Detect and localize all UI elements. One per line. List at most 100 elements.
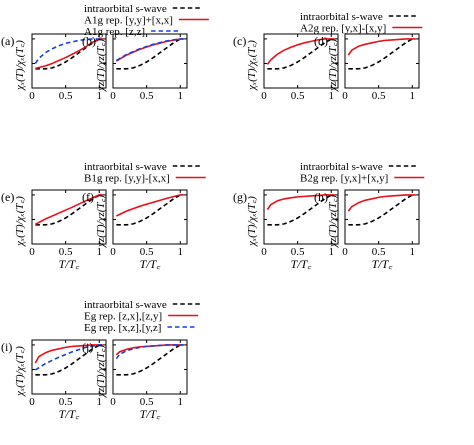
series-line-e-1 <box>34 194 103 226</box>
x-tick-label: 0 <box>110 90 116 102</box>
x-tick-label: 0.5 <box>59 246 73 258</box>
y-axis-label: χz(T)/χz(T꜀) <box>95 39 107 92</box>
x-tick-label: 0 <box>110 246 116 258</box>
x-tick-label: 0 <box>261 246 267 258</box>
x-tick-label: 0.5 <box>291 90 305 102</box>
x-axis-label: T/T꜀ <box>291 257 313 271</box>
legend-label: intraorbital s-wave <box>300 11 383 23</box>
y-axis-label: χz(T)/χz(T꜀) <box>327 195 339 248</box>
series-line-g-1 <box>266 194 335 211</box>
y-axis-label: χₓ(T)/χₓ(T꜀) <box>14 40 26 91</box>
legend-label: intraorbital s-wave <box>84 299 167 311</box>
panel-f: 0 0.5 1 (f) χz(T)/χz(T꜀) T/T꜀ <box>82 189 188 271</box>
series-line-i-1 <box>34 344 103 364</box>
panel-letter: (f) <box>82 190 94 204</box>
y-axis-label: χₓ(T)/χₓ(T꜀) <box>246 196 258 247</box>
panel-a: 0 0.5 1 (a) χₓ(T)/χₓ(T꜀) <box>1 33 107 102</box>
x-tick-label: 0.5 <box>59 90 73 102</box>
plot-frame <box>112 339 188 395</box>
x-tick-label: 1 <box>178 246 184 258</box>
series-line-d-0 <box>348 38 416 70</box>
plot-frame <box>344 33 420 89</box>
legend-label: intraorbital s-wave <box>84 3 167 15</box>
x-tick-label: 1 <box>329 246 335 258</box>
x-tick-label: 0.5 <box>59 396 73 408</box>
x-tick-label: 0.5 <box>372 246 386 258</box>
panel-letter: (g) <box>233 190 247 204</box>
x-tick-label: 0.5 <box>291 246 305 258</box>
y-axis-label: χz(T)/χz(T꜀) <box>327 39 339 92</box>
panel-letter: (i) <box>1 340 12 354</box>
legend-label: B2g rep. [y,x]+[x,y] <box>300 173 388 185</box>
x-axis-label: T/T꜀ <box>59 257 81 271</box>
x-axis-label: T/T꜀ <box>140 257 162 271</box>
x-tick-label: 0 <box>29 90 35 102</box>
series-line-b-0 <box>116 38 184 70</box>
x-tick-label: 0 <box>342 90 348 102</box>
series-line-b-2 <box>115 38 184 62</box>
series-line-d-1 <box>347 38 416 56</box>
x-axis-label: T/T꜀ <box>59 407 81 421</box>
plot-frame <box>263 189 339 245</box>
legend-label: A1g rep. [z,z] <box>84 26 145 38</box>
series-line-h-0 <box>348 194 416 226</box>
x-tick-label: 0 <box>29 396 35 408</box>
series-line-i-0 <box>35 344 103 376</box>
series-line-h-1 <box>347 194 416 212</box>
x-tick-label: 0.5 <box>140 246 154 258</box>
series-line-e-0 <box>35 194 103 226</box>
series-line-j-0 <box>116 344 184 376</box>
plot-frame <box>112 33 188 89</box>
series-line-i-2 <box>34 344 103 371</box>
x-tick-label: 1 <box>410 246 416 258</box>
x-tick-label: 1 <box>178 396 184 408</box>
panel-c: 0 0.5 1 (c) χₓ(T)/χₓ(T꜀) <box>233 33 339 102</box>
plot-frame <box>31 33 107 89</box>
legend-label: A2g rep. [y,x]-[x,y] <box>300 23 386 35</box>
panel-letter: (j) <box>82 340 93 354</box>
plot-frame <box>31 189 107 245</box>
x-tick-label: 1 <box>97 90 103 102</box>
panel-letter: (e) <box>1 190 14 204</box>
panel-g: 0 0.5 1 (g) χₓ(T)/χₓ(T꜀) T/T꜀ <box>233 189 339 271</box>
x-tick-label: 0 <box>29 246 35 258</box>
x-tick-label: 1 <box>97 396 103 408</box>
legend-label: intraorbital s-wave <box>300 161 383 173</box>
x-tick-label: 1 <box>410 90 416 102</box>
y-axis-label: χz(T)/χz(T꜀) <box>95 345 107 398</box>
x-tick-label: 0 <box>110 396 116 408</box>
panel-e: 0 0.5 1 (e) χₓ(T)/χₓ(T꜀) T/T꜀ <box>1 189 107 271</box>
plot-frame <box>112 189 188 245</box>
series-line-a-2 <box>34 38 103 64</box>
panel-letter: (h) <box>314 190 328 204</box>
series-line-f-0 <box>116 194 184 226</box>
series-line-c-1 <box>266 38 335 65</box>
series-line-a-1 <box>35 38 103 70</box>
legend-label: A1g rep. [y,y]+[x,x] <box>84 15 173 27</box>
panel-b: 0 0.5 1 (b) χz(T)/χz(T꜀) <box>82 33 188 102</box>
legend-label: Eg rep. [z,x],[z,y] <box>84 311 162 323</box>
legend-label: intraorbital s-wave <box>84 161 167 173</box>
y-axis-label: χₓ(T)/χₓ(T꜀) <box>14 346 26 397</box>
series-line-f-1 <box>116 194 184 217</box>
x-axis-label: T/T꜀ <box>372 257 394 271</box>
y-axis-label: χz(T)/χz(T꜀) <box>95 195 107 248</box>
x-tick-label: 0.5 <box>140 396 154 408</box>
y-axis-label: χₓ(T)/χₓ(T꜀) <box>246 40 258 91</box>
panel-j: 0 0.5 1 (j) χz(T)/χz(T꜀) T/T꜀ <box>82 339 188 421</box>
panels-layer: 0 0.5 1(a) χₓ(T)/χₓ(T꜀)0 0.5 1(b) χz(T)/χz(T꜀)… <box>1 33 420 421</box>
y-axis-label: χₓ(T)/χₓ(T꜀) <box>14 196 26 247</box>
panel-letter: (d) <box>314 34 328 48</box>
legend-label: Eg rep. [x,z],[y,z] <box>84 322 161 334</box>
x-tick-label: 1 <box>329 90 335 102</box>
x-axis-label: T/T꜀ <box>140 407 162 421</box>
series-line-a-0 <box>35 38 103 70</box>
legend-label: B1g rep. [y,y]-[x,x] <box>84 173 170 185</box>
series-line-j-2 <box>115 344 184 360</box>
x-tick-label: 0 <box>342 246 348 258</box>
